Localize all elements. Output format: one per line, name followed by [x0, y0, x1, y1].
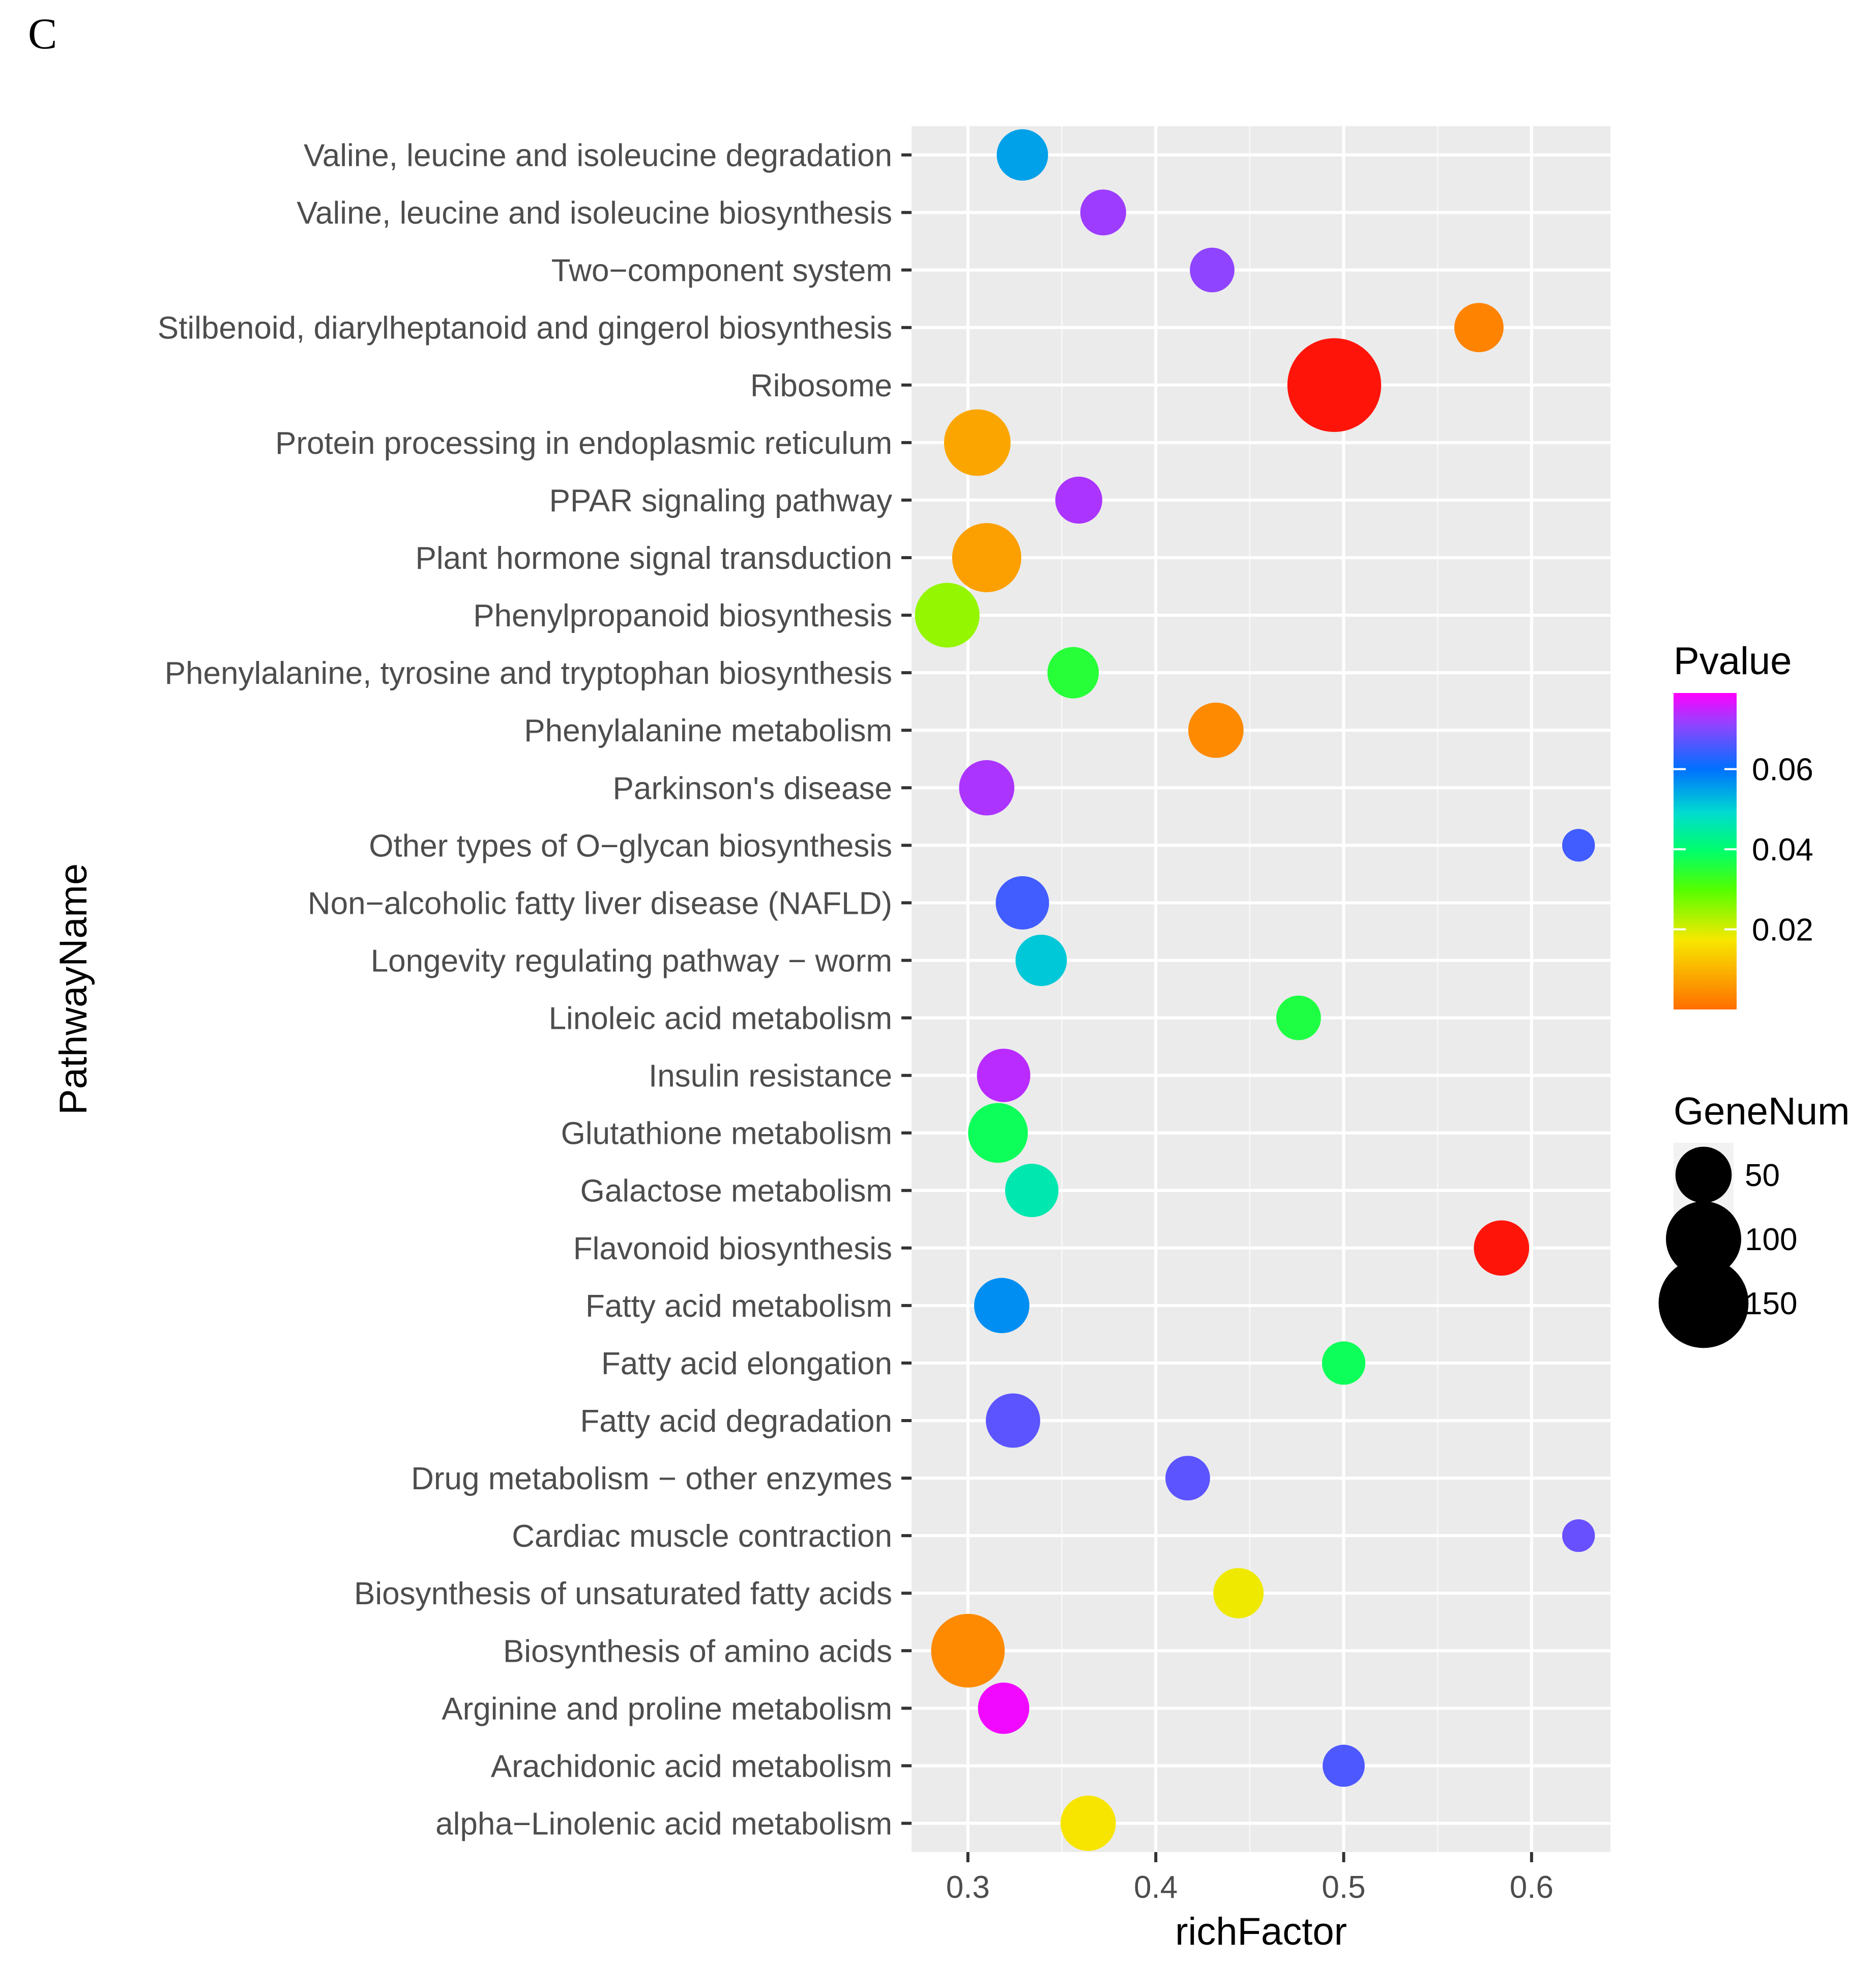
genenum-legend-title: GeneNum [1674, 1090, 1850, 1133]
data-point [1047, 647, 1099, 699]
y-tick-label: Biosynthesis of amino acids [503, 1634, 892, 1669]
y-tick-label: Non−alcoholic fatty liver disease (NAFLD… [308, 886, 892, 921]
genenum-legend: GeneNum 50 100 150 [1658, 1090, 1850, 1348]
data-point [1188, 702, 1244, 758]
data-point [1474, 1220, 1530, 1276]
data-point [1165, 1456, 1210, 1500]
y-tick-label: Arachidonic acid metabolism [491, 1749, 892, 1784]
data-point [977, 1049, 1031, 1103]
y-tick-label: Flavonoid biosynthesis [573, 1231, 892, 1266]
x-tick-label: 0.5 [1322, 1870, 1365, 1905]
size-legend-dot [1658, 1258, 1749, 1348]
data-point [1005, 1164, 1059, 1218]
data-point [915, 583, 980, 648]
data-point [974, 1278, 1030, 1334]
y-tick-label: Other types of O−glycan biosynthesis [369, 828, 892, 863]
y-tick-label: Valine, leucine and isoleucine biosynthe… [297, 196, 892, 231]
data-points [915, 129, 1595, 1851]
pvalue-legend-title: Pvalue [1674, 640, 1792, 683]
x-tick-label: 0.4 [1134, 1870, 1178, 1905]
y-tick-label: Protein processing in endoplasmic reticu… [275, 426, 892, 461]
size-legend-dot [1666, 1201, 1741, 1277]
size-legend-label: 150 [1745, 1286, 1797, 1321]
y-tick-label: PPAR signaling pathway [549, 483, 892, 518]
colorbar-tick-label: 0.04 [1752, 832, 1813, 868]
y-tick-label: Stilbenoid, diarylheptanoid and gingerol… [158, 311, 892, 346]
y-tick-label: Longevity regulating pathway − worm [371, 943, 892, 978]
pvalue-colorbar [1674, 693, 1737, 1009]
y-tick-label: Drug metabolism − other enzymes [411, 1461, 892, 1496]
data-point [1060, 1796, 1116, 1851]
data-point [1454, 303, 1504, 353]
data-point [995, 876, 1049, 930]
x-axis-title: richFactor [1175, 1910, 1347, 1953]
data-point [1322, 1341, 1366, 1385]
y-tick-label: Phenylalanine, tyrosine and tryptophan b… [165, 656, 892, 691]
y-tick-label: Plant hormone signal transduction [416, 541, 892, 576]
y-axis-title: PathwayName [52, 863, 95, 1115]
pvalue-legend-ticks: 0.02 0.04 0.06 [1674, 753, 1813, 948]
grid-minor [1061, 126, 1439, 1852]
y-tick-label: Arginine and proline metabolism [442, 1691, 892, 1726]
y-tick-label: Parkinson's disease [613, 771, 892, 806]
panel-label: C [28, 9, 57, 58]
data-point [1190, 247, 1235, 293]
y-tick-label: Insulin resistance [649, 1059, 892, 1094]
y-tick-label: Fatty acid metabolism [585, 1289, 892, 1324]
y-tick-label: Linoleic acid metabolism [549, 1001, 892, 1036]
size-legend-dot [1675, 1146, 1732, 1203]
data-point [1562, 829, 1595, 862]
data-point [1287, 338, 1382, 432]
y-axis: Valine, leucine and isoleucine degradati… [158, 138, 912, 1841]
y-tick-label: Fatty acid degradation [580, 1404, 893, 1439]
x-tick-label: 0.6 [1510, 1870, 1553, 1905]
size-legend-label: 50 [1745, 1158, 1780, 1193]
y-tick-label: Valine, leucine and isoleucine degradati… [304, 138, 892, 174]
data-point [1015, 934, 1067, 986]
size-legend-label: 100 [1745, 1222, 1797, 1257]
y-tick-label: alpha−Linolenic acid metabolism [435, 1806, 892, 1841]
data-point [1055, 476, 1102, 524]
data-point [1276, 995, 1321, 1041]
y-tick-label: Glutathione metabolism [561, 1116, 892, 1151]
colorbar-tick-label: 0.02 [1752, 913, 1813, 948]
y-tick-label: Galactose metabolism [580, 1174, 892, 1209]
data-point [968, 1103, 1028, 1163]
colorbar-tick-label: 0.06 [1752, 753, 1813, 788]
plot-panel [912, 126, 1610, 1852]
data-point [978, 1682, 1030, 1734]
y-tick-label: Cardiac muscle contraction [512, 1519, 892, 1554]
data-point [986, 1393, 1040, 1448]
y-tick-label: Biosynthesis of unsaturated fatty acids [354, 1576, 892, 1611]
y-tick-label: Two−component system [551, 253, 892, 288]
y-tick-label: Phenylalanine metabolism [524, 713, 892, 748]
data-point [931, 1613, 1005, 1688]
genenum-legend-keys: 50 100 150 [1658, 1143, 1797, 1348]
y-tick-label: Ribosome [750, 368, 892, 403]
data-point [1080, 189, 1126, 236]
x-axis: 0.3 0.4 0.5 0.6 [946, 1852, 1553, 1905]
data-point [952, 523, 1021, 592]
data-point [1213, 1568, 1264, 1619]
y-tick-label: Fatty acid elongation [601, 1346, 892, 1381]
data-point [944, 409, 1011, 476]
y-tick-label: Phenylpropanoid biosynthesis [473, 598, 892, 633]
pvalue-legend: Pvalue 0.02 0.04 0.06 [1674, 640, 1813, 1009]
data-point [996, 129, 1048, 181]
data-point [959, 760, 1015, 816]
data-point [1323, 1745, 1365, 1787]
x-tick-label: 0.3 [946, 1870, 990, 1905]
data-point [1562, 1519, 1595, 1552]
